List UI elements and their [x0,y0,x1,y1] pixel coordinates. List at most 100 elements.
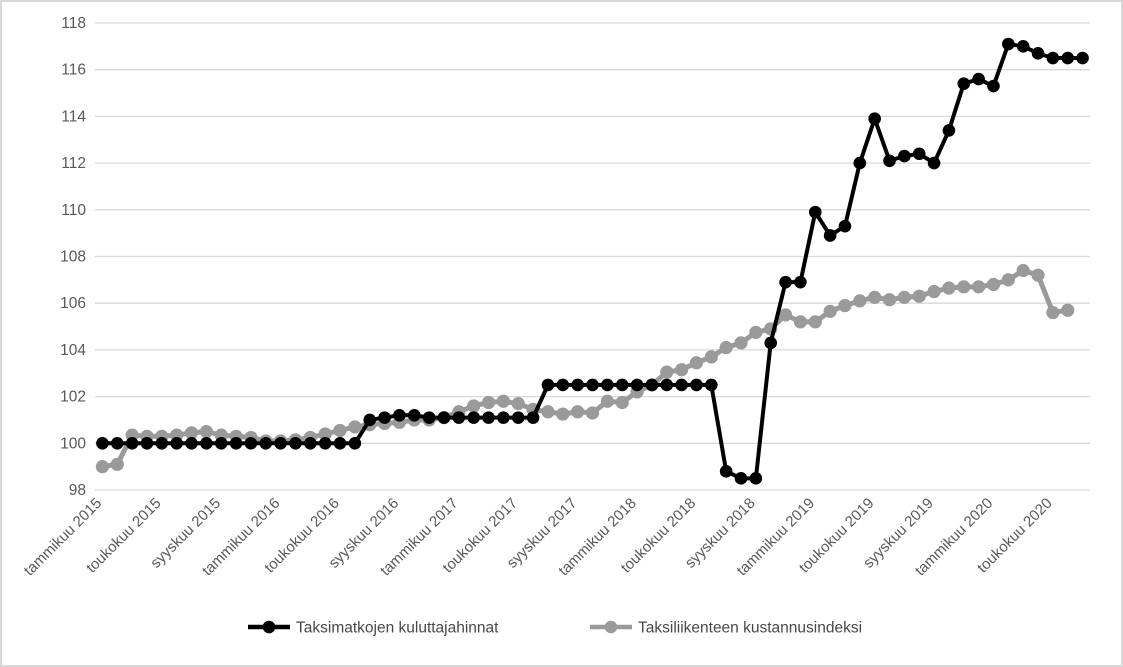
data-point-marker [808,205,822,219]
data-point-marker [645,378,659,392]
data-point-marker [764,336,778,350]
data-point-marker [363,413,377,427]
legend-label: Taksimatkojen kuluttajahinnat [296,620,499,637]
data-point-marker [779,275,792,289]
data-point-marker [170,437,183,450]
data-point-marker [823,229,837,242]
data-point-marker [541,378,555,392]
y-axis-tick-label: 112 [61,155,86,172]
data-point-marker [1002,37,1015,51]
data-point-marker [808,315,822,329]
data-point-marker [898,149,911,163]
data-point-marker [571,378,584,392]
data-point-marker [689,356,704,370]
data-point-marker [838,298,852,313]
data-point-marker [274,437,287,450]
data-point-marker [96,437,109,450]
data-point-marker [660,378,674,392]
data-point-marker [407,408,421,422]
data-point-marker [244,437,258,450]
legend-item: Taksiliikenteen kustannusindeksi [590,620,862,637]
data-point-marker [897,290,911,304]
data-point-marker [778,308,793,322]
y-axis-tick-label: 102 [60,389,86,406]
data-point-marker [987,79,1000,93]
data-point-marker [1001,273,1015,287]
data-point-marker [155,437,169,450]
data-point-marker [734,472,748,485]
y-axis-tick-label: 104 [60,342,86,359]
data-point-marker [333,423,347,438]
data-point-marker [868,290,882,304]
data-point-marker [526,411,540,424]
data-point-marker [719,340,733,355]
data-point-marker [333,437,347,450]
legend-marker-dot [604,620,618,634]
data-point-marker [497,411,510,424]
data-point-marker [184,426,199,440]
data-point-marker [972,280,986,294]
data-point-marker [972,72,985,86]
data-point-marker [600,394,614,408]
data-point-marker [719,465,733,478]
data-point-marker [556,378,570,392]
data-point-marker [318,427,332,441]
data-point-marker [140,437,154,450]
data-point-marker [95,460,110,474]
data-point-marker [927,284,941,299]
data-point-marker [585,406,600,420]
data-point-marker [883,154,896,168]
data-point-marker [957,77,971,91]
data-point-marker [541,405,555,419]
data-point-marker [793,315,808,329]
y-axis-tick-label: 110 [61,202,86,219]
data-point-marker [675,378,688,392]
data-point-marker [749,325,763,339]
data-point-marker [467,399,481,413]
data-point-marker [452,411,466,424]
data-point-marker [882,293,897,307]
data-point-marker [348,437,362,450]
y-axis-tick-label: 114 [61,108,86,125]
data-point-marker [586,378,599,392]
data-point-marker [348,420,362,434]
data-point-marker [185,437,198,450]
data-point-marker [1061,51,1075,65]
data-point-marker [823,304,837,318]
data-point-marker [912,289,926,303]
series-consumer-prices [96,37,1089,485]
legend-marker-dot [262,620,276,634]
data-point-marker [214,437,228,450]
y-axis-tick-label: 108 [60,249,86,266]
data-point-marker [912,147,926,161]
y-axis-tick-label: 118 [61,15,86,32]
legend-label: Taksiliikenteen kustannusindeksi [638,620,862,637]
data-point-marker [467,411,480,424]
data-point-marker [200,437,213,450]
data-point-marker [199,425,213,439]
data-point-marker [630,378,644,392]
data-point-marker [927,156,941,170]
data-point-marker [422,411,436,424]
data-point-marker [838,219,852,233]
data-point-marker [304,437,317,450]
data-point-marker [511,411,525,424]
data-point-marker [1061,303,1075,317]
data-point-marker [110,437,124,450]
data-point-marker [660,365,674,379]
legend-item: Taksimatkojen kuluttajahinnat [248,620,499,637]
data-point-marker [110,457,124,471]
data-point-marker [601,378,614,392]
data-point-marker [318,437,332,450]
data-point-marker [749,472,763,485]
y-axis-tick-label: 100 [60,435,86,452]
data-point-marker [1031,47,1045,60]
data-point-marker [1046,305,1060,320]
data-point-marker [957,280,971,294]
data-point-marker [868,112,881,126]
data-point-marker [496,394,510,408]
data-point-marker [229,437,243,450]
y-axis-tick-label: 106 [60,295,86,312]
data-point-marker [556,407,570,421]
data-point-marker [1016,263,1030,278]
